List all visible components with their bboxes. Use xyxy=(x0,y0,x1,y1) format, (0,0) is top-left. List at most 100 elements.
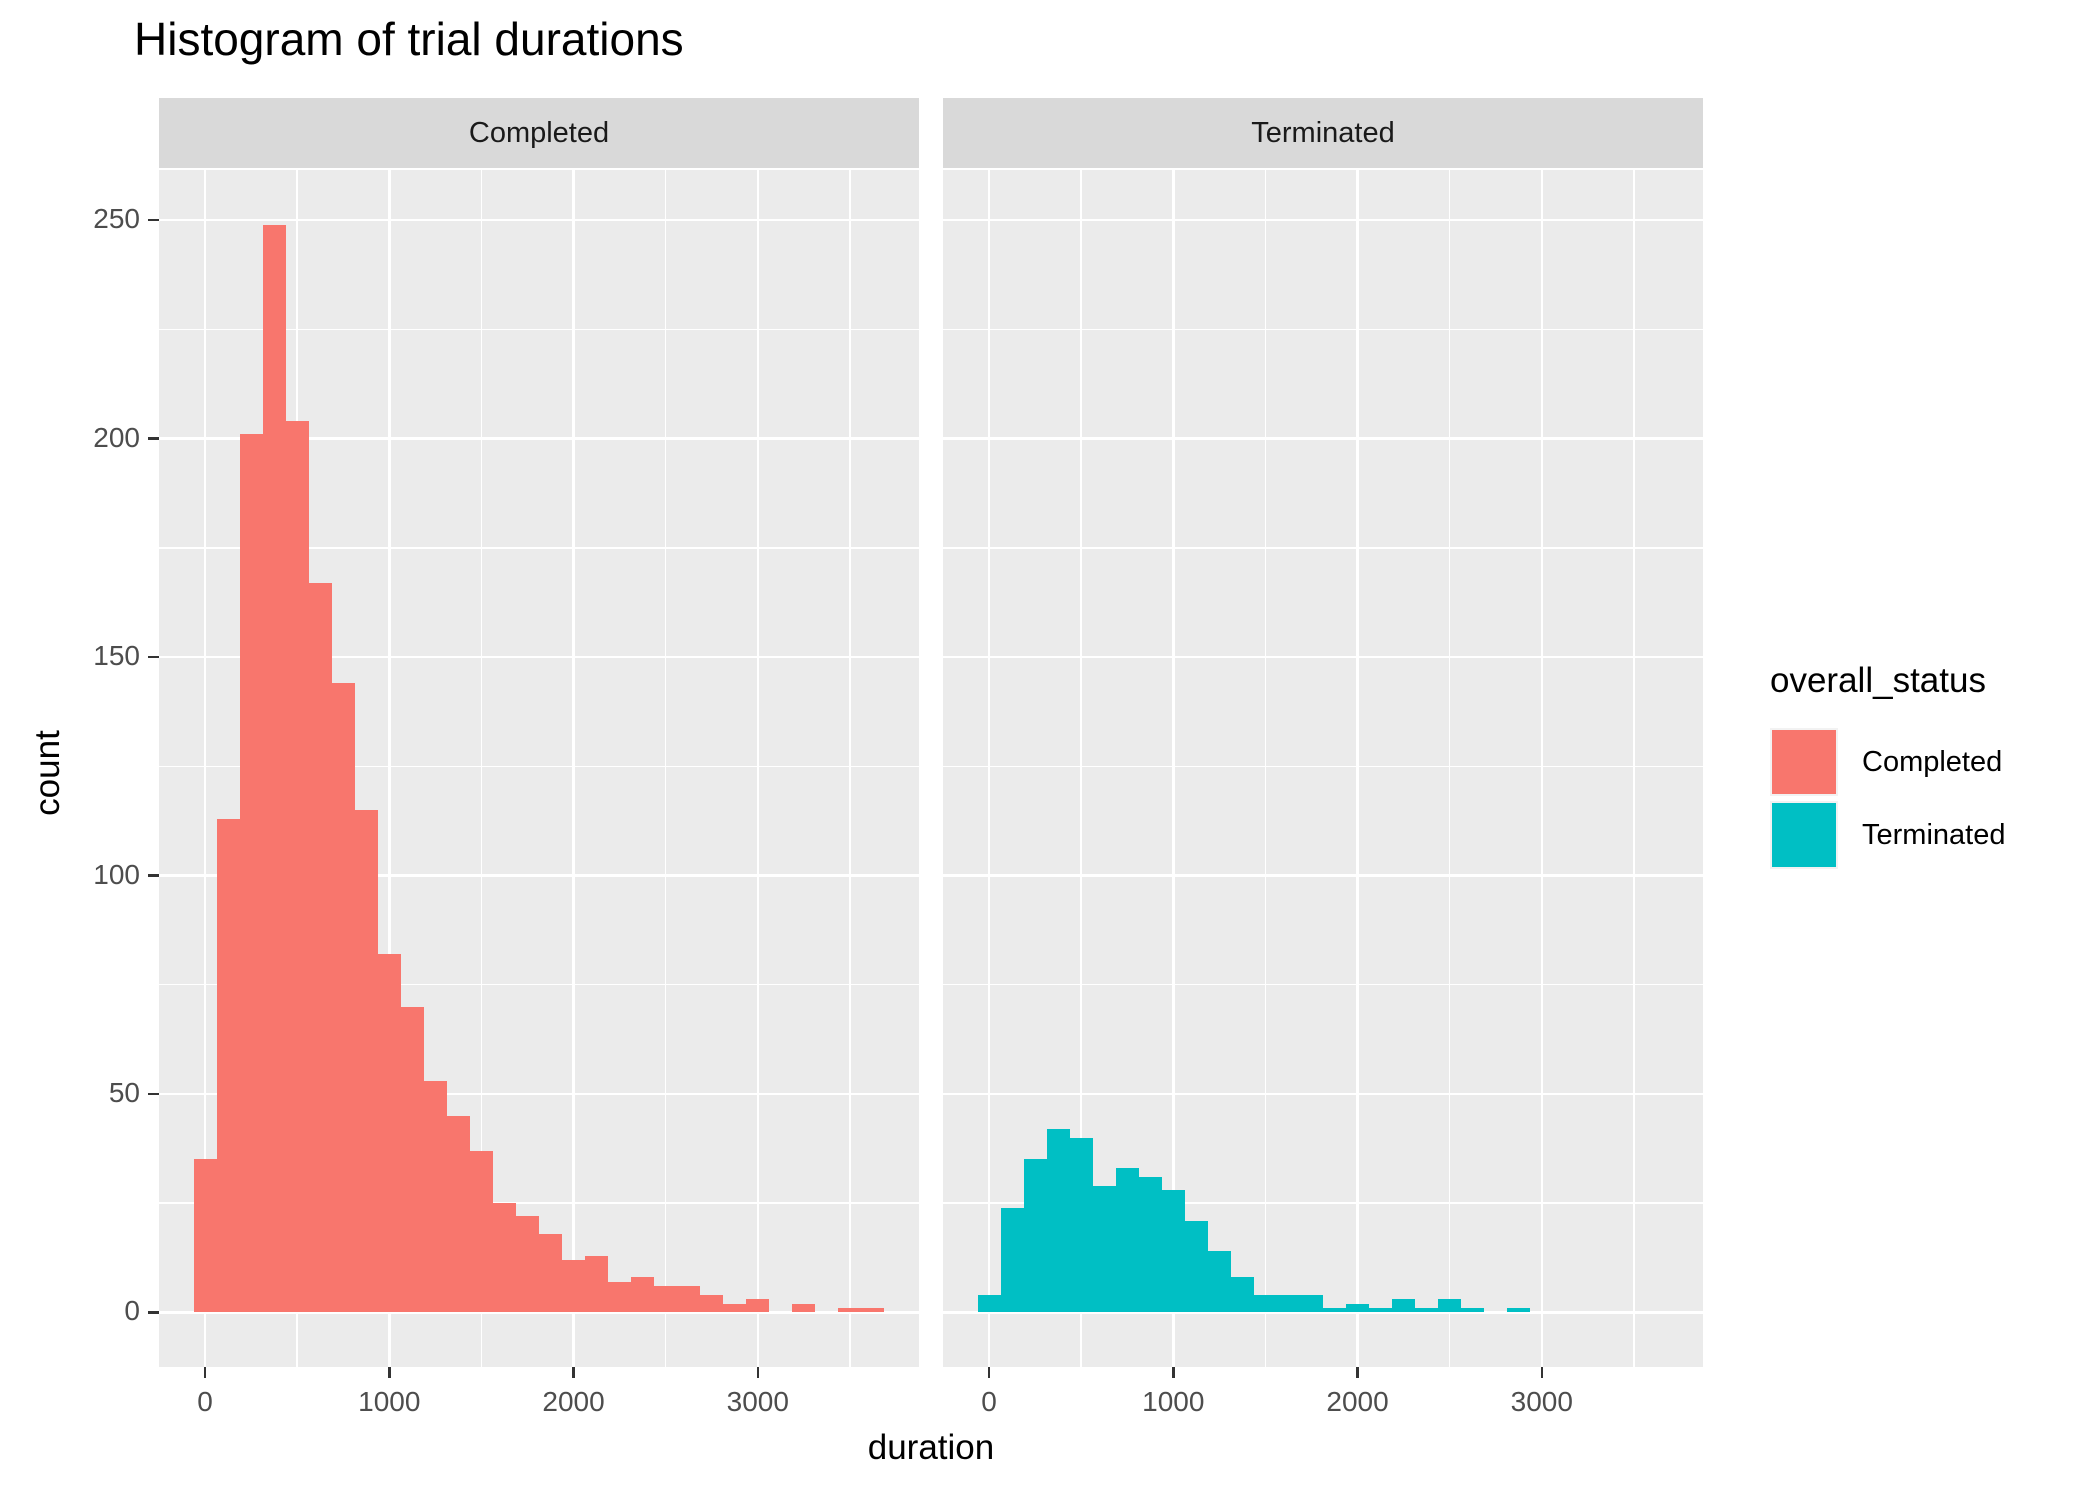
panel-terminated xyxy=(943,170,1703,1367)
histogram-bar xyxy=(308,582,332,1313)
histogram-bar xyxy=(423,1080,447,1313)
histogram-bar xyxy=(1115,1168,1139,1313)
histogram-bar xyxy=(1138,1176,1162,1313)
gridline-major xyxy=(1356,170,1359,1367)
gridline-major xyxy=(388,170,391,1367)
histogram-bar xyxy=(746,1299,770,1313)
y-axis-tick xyxy=(148,1092,159,1096)
gridline-major xyxy=(1172,170,1175,1367)
legend-entry-terminated: Terminated xyxy=(1770,800,2005,870)
gridline-major xyxy=(159,437,919,440)
x-tick-label: 0 xyxy=(981,1386,997,1417)
gridline-major xyxy=(756,170,760,1367)
gridline-major xyxy=(987,170,991,1367)
histogram-bar xyxy=(677,1286,701,1313)
histogram-bar xyxy=(1415,1308,1439,1313)
y-axis-tick xyxy=(148,218,159,222)
legend-key xyxy=(1770,728,1838,796)
gridline-minor xyxy=(849,170,851,1367)
histogram-bar xyxy=(861,1308,885,1313)
gridline-minor xyxy=(159,765,919,767)
histogram-bar xyxy=(216,818,240,1313)
x-tick-label: 0 xyxy=(197,1386,213,1417)
gridline-minor xyxy=(1448,170,1451,1367)
histogram-bar xyxy=(1230,1277,1254,1313)
histogram-bar xyxy=(1346,1303,1370,1313)
gridline-minor xyxy=(943,765,1703,767)
gridline-major xyxy=(159,874,919,877)
legend-entry-completed: Completed xyxy=(1770,727,2005,797)
histogram-bar xyxy=(700,1294,724,1313)
histogram-bar xyxy=(1069,1137,1093,1313)
x-axis-tick xyxy=(1540,1367,1544,1378)
histogram-bar xyxy=(515,1216,539,1313)
histogram-bar xyxy=(1092,1185,1116,1313)
x-axis-tick xyxy=(756,1367,760,1378)
gridline-minor xyxy=(159,547,919,549)
facet-strip-terminated: Terminated xyxy=(943,98,1703,168)
legend-label-terminated: Terminated xyxy=(1862,818,2006,851)
gridline-major xyxy=(943,218,1703,222)
histogram-bar xyxy=(654,1286,678,1313)
histogram-bar xyxy=(1392,1299,1416,1313)
x-axis-tick xyxy=(388,1367,391,1378)
histogram-bar xyxy=(539,1233,563,1313)
gridline-major xyxy=(943,1311,1703,1314)
histogram-bar xyxy=(838,1308,862,1313)
gridline-minor xyxy=(1080,170,1082,1367)
x-tick-label: 3000 xyxy=(726,1386,789,1417)
histogram-bar xyxy=(1299,1294,1323,1313)
y-tick-label: 250 xyxy=(93,203,140,235)
facet-strip-completed: Completed xyxy=(159,98,919,168)
chart-title: Histogram of trial durations xyxy=(134,13,684,65)
x-tick-label: 1000 xyxy=(1142,1386,1205,1417)
facet-strip-label: Terminated xyxy=(1251,116,1395,149)
histogram-bar xyxy=(377,954,401,1313)
y-axis-tick xyxy=(148,655,159,659)
gridline-major xyxy=(159,655,919,659)
histogram-bar xyxy=(608,1281,632,1313)
histogram-bar xyxy=(1369,1308,1393,1313)
histogram-bar xyxy=(977,1294,1001,1313)
gridline-minor xyxy=(1264,170,1267,1367)
histogram-bar xyxy=(285,421,309,1313)
histogram-bar xyxy=(262,224,286,1313)
histogram-bar xyxy=(469,1150,493,1313)
histogram-bar xyxy=(723,1303,747,1313)
histogram-bar xyxy=(1461,1308,1485,1313)
histogram-bar xyxy=(1046,1128,1070,1313)
gridline-major xyxy=(1540,170,1544,1367)
histogram-bar xyxy=(400,1006,424,1313)
histogram-bar xyxy=(492,1203,516,1313)
histogram-bar xyxy=(1207,1251,1231,1313)
histogram-bar xyxy=(792,1303,816,1313)
y-tick-label: 100 xyxy=(93,858,140,890)
x-tick-label: 1000 xyxy=(358,1386,421,1417)
gridline-major xyxy=(203,170,207,1367)
histogram-bar xyxy=(239,434,263,1313)
x-tick-label: 3000 xyxy=(1510,1386,1573,1417)
y-tick-label: 50 xyxy=(108,1076,140,1108)
gridline-minor xyxy=(159,1202,919,1204)
legend-key xyxy=(1770,801,1838,869)
legend-swatch-completed xyxy=(1772,730,1836,794)
gridline-major xyxy=(943,874,1703,877)
y-axis-tick xyxy=(148,1311,159,1314)
gridline-minor xyxy=(943,984,1703,986)
x-axis-tick xyxy=(572,1367,575,1378)
histogram-bar xyxy=(331,683,355,1313)
histogram-bar xyxy=(1276,1294,1300,1313)
gridline-minor xyxy=(943,1202,1703,1204)
gridline-minor xyxy=(1633,170,1635,1367)
y-axis-tick xyxy=(148,874,159,877)
histogram-bar xyxy=(446,1115,470,1313)
histogram-bar xyxy=(1438,1299,1462,1313)
gridline-minor xyxy=(480,170,483,1367)
y-axis-title: count xyxy=(28,730,67,816)
histogram-bar xyxy=(193,1159,217,1313)
legend-label-completed: Completed xyxy=(1862,745,2003,778)
x-tick-label: 2000 xyxy=(542,1386,605,1417)
gridline-major xyxy=(572,170,575,1367)
y-tick-label: 150 xyxy=(93,640,140,672)
